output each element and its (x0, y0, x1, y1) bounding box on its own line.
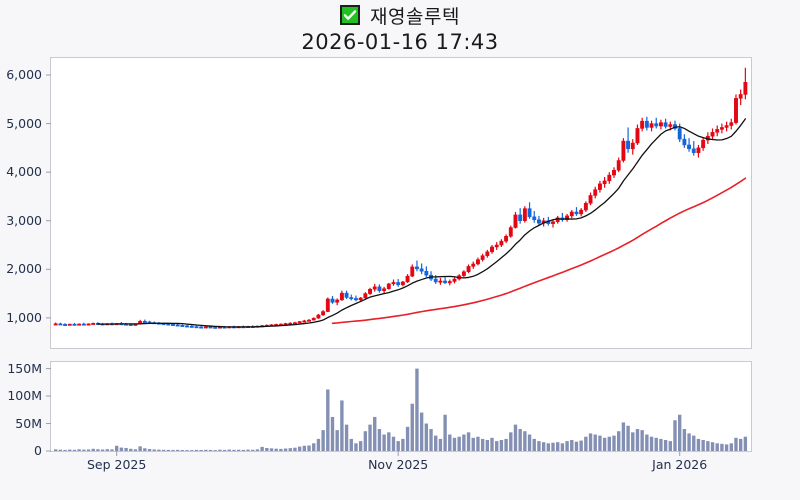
chart-header: 재영솔루텍 2026-01-16 17:43 (0, 0, 800, 62)
price-tick-label: 1,000 (6, 309, 42, 325)
volume-panel (50, 361, 752, 452)
volume-tick-label: 0 (34, 443, 42, 458)
date-tick-label: Nov 2025 (368, 457, 429, 472)
date-tick-label: Sep 2025 (86, 457, 147, 472)
volume-tick-label: 50M (15, 415, 42, 431)
price-panel (50, 57, 752, 349)
price-tick-label: 5,000 (6, 115, 42, 131)
volume-tick-label: 100M (7, 388, 42, 404)
price-tick-label: 4,000 (6, 164, 42, 180)
check-box-icon[interactable] (340, 5, 361, 25)
volume-tick-label: 150M (7, 360, 42, 376)
price-tick-label: 6,000 (6, 67, 42, 82)
title-row: 재영솔루텍 (0, 1, 800, 29)
page-title: 재영솔루텍 (370, 5, 460, 28)
timestamp-label: 2026-01-16 17:43 (301, 30, 499, 54)
price-tick-label: 3,000 (6, 212, 42, 228)
date-tick-label: Jan 2026 (652, 457, 708, 472)
price-tick-label: 2,000 (6, 261, 42, 277)
